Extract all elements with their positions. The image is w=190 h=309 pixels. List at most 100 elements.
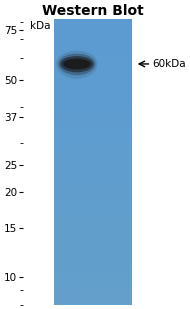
Bar [54, 28, 132, 29]
Bar [54, 256, 132, 257]
Bar [54, 194, 132, 195]
Bar [54, 197, 132, 198]
Bar [54, 221, 132, 222]
Bar [54, 156, 132, 157]
Bar [54, 232, 132, 234]
Bar [54, 280, 132, 281]
Bar [54, 43, 132, 44]
Bar [54, 148, 132, 149]
Bar [54, 149, 132, 150]
Bar [54, 48, 132, 49]
Bar [54, 228, 132, 229]
Bar [54, 78, 132, 79]
Bar [54, 241, 132, 242]
Bar [54, 110, 132, 111]
Bar [54, 224, 132, 225]
Bar [54, 286, 132, 287]
Bar [54, 217, 132, 218]
Bar [54, 195, 132, 196]
Bar [54, 125, 132, 126]
Bar [54, 159, 132, 160]
Bar [54, 22, 132, 23]
Bar [54, 82, 132, 83]
Bar [54, 88, 132, 89]
Bar [54, 279, 132, 280]
Bar [54, 116, 132, 117]
Bar [54, 287, 132, 288]
Bar [54, 199, 132, 200]
Bar [54, 192, 132, 193]
Bar [54, 42, 132, 43]
Bar [54, 32, 132, 33]
Bar [54, 36, 132, 37]
Bar [54, 198, 132, 199]
Bar [54, 135, 132, 136]
Bar [54, 292, 132, 294]
Bar [54, 261, 132, 262]
Bar [54, 235, 132, 236]
Bar [54, 66, 132, 67]
Bar [54, 104, 132, 105]
Bar [54, 39, 132, 40]
Bar [54, 24, 132, 25]
Bar [54, 297, 132, 298]
Bar [54, 282, 132, 283]
Bar [54, 141, 132, 142]
Bar [54, 234, 132, 235]
Bar [54, 222, 132, 223]
Bar [54, 20, 132, 21]
Bar [54, 34, 132, 35]
Bar [54, 196, 132, 197]
Bar [54, 204, 132, 205]
Bar [54, 288, 132, 289]
Bar [54, 240, 132, 241]
Bar [54, 244, 132, 245]
Bar [54, 119, 132, 120]
Bar [54, 47, 132, 48]
Bar [54, 257, 132, 258]
Bar [54, 188, 132, 189]
Bar [54, 193, 132, 194]
Bar [54, 182, 132, 183]
Bar [54, 120, 132, 121]
Bar [54, 243, 132, 244]
Bar [54, 80, 132, 81]
Bar [54, 295, 132, 296]
Bar [54, 111, 132, 112]
Bar [54, 161, 132, 162]
Bar [54, 44, 132, 45]
Bar [54, 165, 132, 166]
Bar [54, 97, 132, 98]
Bar [54, 115, 132, 116]
Bar [54, 27, 132, 28]
Bar [54, 95, 132, 96]
Bar [54, 70, 132, 71]
Bar [54, 94, 132, 95]
Bar [54, 283, 132, 284]
Bar [54, 121, 132, 122]
Bar [54, 236, 132, 237]
Bar [54, 144, 132, 145]
Bar [54, 218, 132, 219]
Bar [54, 33, 132, 34]
Bar [54, 201, 132, 202]
Title: Western Blot: Western Blot [42, 4, 144, 18]
Bar [54, 230, 132, 231]
Bar [54, 168, 132, 169]
Bar [54, 225, 132, 226]
Bar [54, 132, 132, 133]
Bar [54, 272, 132, 273]
Bar [54, 248, 132, 249]
Bar [54, 96, 132, 97]
Bar [54, 131, 132, 132]
Bar [54, 136, 132, 137]
Bar [54, 262, 132, 263]
Bar [54, 75, 132, 76]
Bar [54, 202, 132, 203]
Bar [54, 175, 132, 176]
Bar [54, 30, 132, 31]
Bar [54, 107, 132, 108]
Bar [54, 91, 132, 92]
Bar [54, 227, 132, 228]
Bar [54, 50, 132, 51]
